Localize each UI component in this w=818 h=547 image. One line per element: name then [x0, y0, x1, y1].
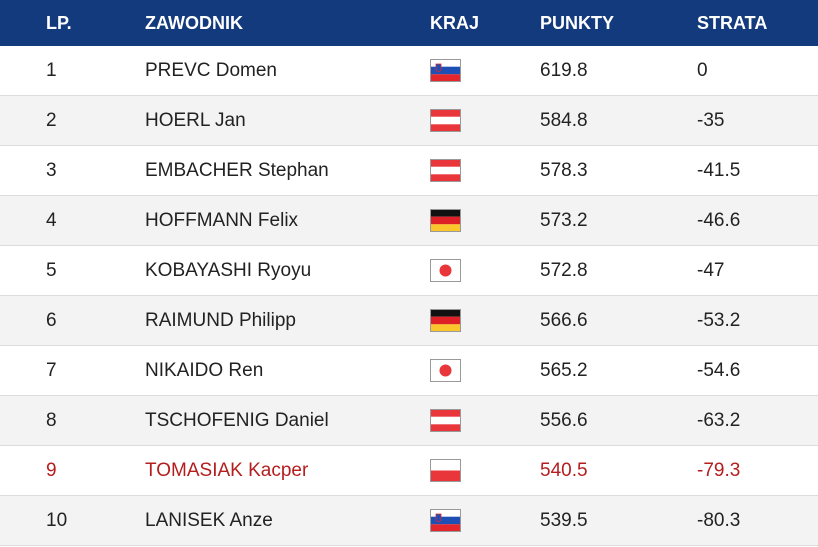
athlete: LANISEK Anze — [145, 509, 273, 531]
athlete: TSCHOFENIG Daniel — [145, 409, 329, 431]
rank: 1 — [46, 59, 57, 81]
loss: -46.6 — [697, 209, 741, 231]
loss: -63.2 — [697, 409, 741, 431]
loss: -35 — [697, 109, 725, 131]
points: 565.2 — [540, 359, 588, 381]
points: 572.8 — [540, 259, 588, 281]
table-row: 7 NIKAIDO Ren 565.2 -54.6 — [0, 346, 818, 396]
flag — [430, 459, 461, 482]
flag — [430, 109, 461, 132]
points: 619.8 — [540, 59, 588, 81]
header-cell: KRAJ — [430, 12, 480, 33]
loss: -79.3 — [697, 459, 741, 481]
header-row: LP. ZAWODNIK KRAJ PUNKTY STRATA — [0, 0, 818, 46]
loss: 0 — [697, 59, 708, 81]
points: 578.3 — [540, 159, 588, 181]
flag — [430, 209, 461, 232]
rank: 10 — [46, 509, 68, 531]
athlete: NIKAIDO Ren — [145, 359, 264, 381]
athlete: KOBAYASHI Ryoyu — [145, 259, 312, 281]
athlete: TOMASIAK Kacper — [145, 459, 309, 481]
flag — [430, 159, 461, 182]
header-cell: PUNKTY — [540, 12, 615, 33]
flag — [430, 259, 461, 282]
athlete: EMBACHER Stephan — [145, 159, 329, 181]
flag — [430, 409, 461, 432]
points: 556.6 — [540, 409, 588, 431]
athlete: RAIMUND Philipp — [145, 309, 296, 331]
header-cell: STRATA — [697, 12, 768, 33]
table-row: 2 HOERL Jan 584.8 -35 — [0, 96, 818, 146]
rank: 8 — [46, 409, 57, 431]
points: 540.5 — [540, 459, 588, 481]
points: 566.6 — [540, 309, 588, 331]
table-row: 3 EMBACHER Stephan 578.3 -41.5 — [0, 146, 818, 196]
rank: 4 — [46, 209, 57, 231]
header-cell: LP. — [46, 12, 72, 33]
rank: 2 — [46, 109, 57, 131]
rank: 6 — [46, 309, 57, 331]
flag — [430, 359, 461, 382]
loss: -47 — [697, 259, 725, 281]
athlete: PREVC Domen — [145, 59, 277, 81]
points: 573.2 — [540, 209, 588, 231]
table-row-highlighted: 9 TOMASIAK Kacper 540.5 -79.3 — [0, 446, 818, 496]
loss: -80.3 — [697, 509, 741, 531]
loss: -41.5 — [697, 159, 741, 181]
flag — [430, 509, 461, 532]
rank: 3 — [46, 159, 57, 181]
rank: 9 — [46, 459, 57, 481]
table-row: 8 TSCHOFENIG Daniel 556.6 -63.2 — [0, 396, 818, 446]
rank: 5 — [46, 259, 57, 281]
flag — [430, 309, 461, 332]
rank: 7 — [46, 359, 57, 381]
loss: -54.6 — [697, 359, 741, 381]
athlete: HOERL Jan — [145, 109, 246, 131]
flag — [430, 59, 461, 82]
table-row: 10 LANISEK Anze 539.5 -80.3 — [0, 496, 818, 546]
table-row: 4 HOFFMANN Felix 573.2 -46.6 — [0, 196, 818, 246]
table-row: 5 KOBAYASHI Ryoyu 572.8 -47 — [0, 246, 818, 296]
points: 539.5 — [540, 509, 588, 531]
loss: -53.2 — [697, 309, 741, 331]
table-row: 6 RAIMUND Philipp 566.6 -53.2 — [0, 296, 818, 346]
athlete: HOFFMANN Felix — [145, 209, 299, 231]
points: 584.8 — [540, 109, 588, 131]
header-cell: ZAWODNIK — [145, 12, 243, 33]
table-row: 1 PREVC Domen 619.8 0 — [0, 46, 818, 96]
